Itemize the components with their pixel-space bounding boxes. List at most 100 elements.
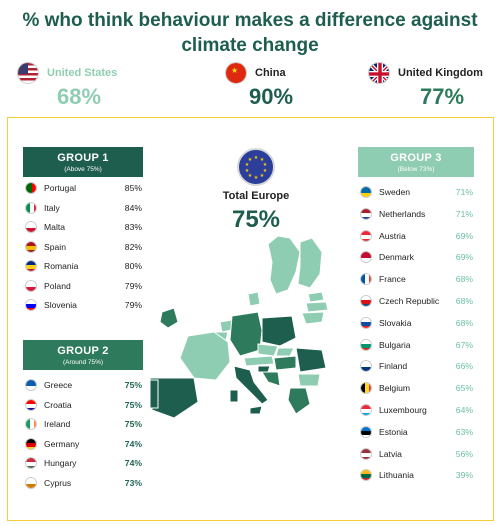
country-name: Netherlands [379, 208, 426, 219]
top-stat-name: China [255, 67, 286, 79]
table-row: Spain 82% [23, 240, 143, 256]
title-line-2: climate change [181, 35, 319, 56]
country-flag-icon [25, 379, 37, 391]
country-name: Ireland [44, 419, 71, 429]
country-flag-icon [360, 229, 372, 242]
svg-text:★: ★ [245, 162, 250, 168]
table-row: Austria 69% [358, 229, 474, 245]
map-latvia [305, 301, 329, 313]
table-row: Lithuania 39% [358, 468, 474, 484]
group-2-header: GROUP 2 (Around 75%) [23, 340, 143, 370]
table-row: Finland 66% [358, 359, 474, 375]
total-europe-pct: 75% [231, 206, 281, 233]
svg-text:★: ★ [260, 157, 265, 163]
country-flag-icon [25, 221, 37, 233]
china-flag-icon: ★ [225, 62, 247, 84]
country-flag-icon [25, 418, 37, 430]
country-flag-icon [360, 360, 372, 373]
country-flag-icon [360, 295, 372, 307]
uk-flag-icon [368, 62, 390, 84]
table-row: Cyprus 73% [23, 476, 143, 492]
country-flag-icon [360, 316, 372, 329]
country-value: 69% [455, 230, 473, 241]
table-row: Italy 84% [23, 201, 143, 217]
table-row: Poland 79% [23, 279, 143, 295]
table-row: Slovenia 79% [23, 298, 143, 314]
us-flag-icon [17, 62, 39, 84]
country-value: 39% [455, 470, 473, 481]
group-title: GROUP 1 [57, 152, 109, 164]
total-europe-label: Total Europe [222, 190, 290, 202]
group-3-header: GROUP 3 (Below 73%) [358, 147, 474, 177]
top-stat-us: United States 68% [17, 60, 177, 110]
chart-title: % who think behaviour makes a difference… [0, 8, 500, 58]
table-row: Germany 74% [23, 437, 143, 453]
country-value: 68% [455, 274, 473, 285]
map-netherlands [219, 319, 233, 333]
table-row: France 68% [358, 272, 474, 288]
country-flag-icon [360, 207, 372, 220]
map-denmark [247, 291, 261, 307]
map-finland [297, 237, 323, 289]
country-name: Hungary [44, 458, 77, 468]
map-sweden [267, 235, 301, 295]
map-romania [295, 347, 327, 373]
eu-flag-icon: ★ ★ ★ ★ ★ ★ ★ ★ ★ ★ [237, 148, 275, 186]
top-stat-china: ★ China 90% [225, 60, 325, 110]
svg-text:★: ★ [245, 168, 250, 174]
group-3-table: GROUP 3 (Below 73%) Sweden 71% Netherlands… [358, 147, 474, 497]
svg-text:★: ★ [263, 162, 268, 168]
country-value: 64% [455, 405, 473, 415]
country-flag-icon [25, 260, 37, 272]
map-bulgaria [297, 373, 321, 387]
map-germany [229, 311, 263, 357]
content-frame [7, 117, 494, 521]
country-value: 84% [124, 202, 142, 213]
country-name: Lithuania [379, 470, 414, 481]
country-flag-icon [25, 457, 37, 469]
country-value: 75% [124, 419, 142, 429]
country-flag-icon [25, 437, 37, 450]
map-sicily [249, 405, 263, 415]
table-row: Malta 83% [23, 220, 143, 236]
table-row: Portugal 85% [23, 181, 143, 197]
country-name: Slovenia [44, 300, 77, 310]
country-value: 82% [124, 241, 142, 252]
table-row: Denmark 69% [358, 250, 474, 266]
country-name: Germany [44, 438, 80, 449]
country-value: 67% [455, 339, 473, 350]
country-flag-icon [360, 447, 372, 460]
country-value: 71% [455, 187, 473, 197]
group-title: GROUP 3 [390, 152, 442, 164]
country-value: 75% [124, 399, 142, 410]
country-name: Austria [379, 230, 406, 241]
table-row: Sweden 71% [358, 185, 474, 201]
country-flag-icon [25, 398, 37, 411]
map-ireland [159, 307, 179, 329]
table-row: Romania 80% [23, 259, 143, 275]
top-stat-pct: 90% [249, 84, 294, 109]
country-value: 83% [124, 222, 142, 232]
country-name: Cyprus [44, 477, 72, 488]
country-name: Italy [44, 202, 60, 213]
country-name: Slovakia [379, 317, 412, 328]
country-name: Portugal [44, 183, 77, 193]
map-estonia [307, 291, 325, 303]
top-stat-pct: 68% [57, 84, 102, 109]
country-flag-icon [360, 469, 372, 482]
country-flag-icon [25, 201, 37, 214]
table-row: Hungary 74% [23, 456, 143, 472]
country-value: 68% [455, 296, 473, 306]
country-name: Denmark [379, 252, 414, 263]
country-value: 74% [124, 458, 142, 468]
country-flag-icon [360, 338, 372, 351]
title-line-1: % who think behaviour makes a difference… [22, 10, 478, 31]
map-slovakia [275, 347, 295, 357]
country-flag-icon [360, 186, 372, 198]
country-name: Romania [44, 261, 79, 271]
map-poland [261, 315, 297, 347]
map-portugal [150, 379, 159, 409]
country-flag-icon [360, 425, 372, 438]
country-name: Belgium [379, 383, 411, 394]
country-value: 73% [124, 477, 142, 488]
